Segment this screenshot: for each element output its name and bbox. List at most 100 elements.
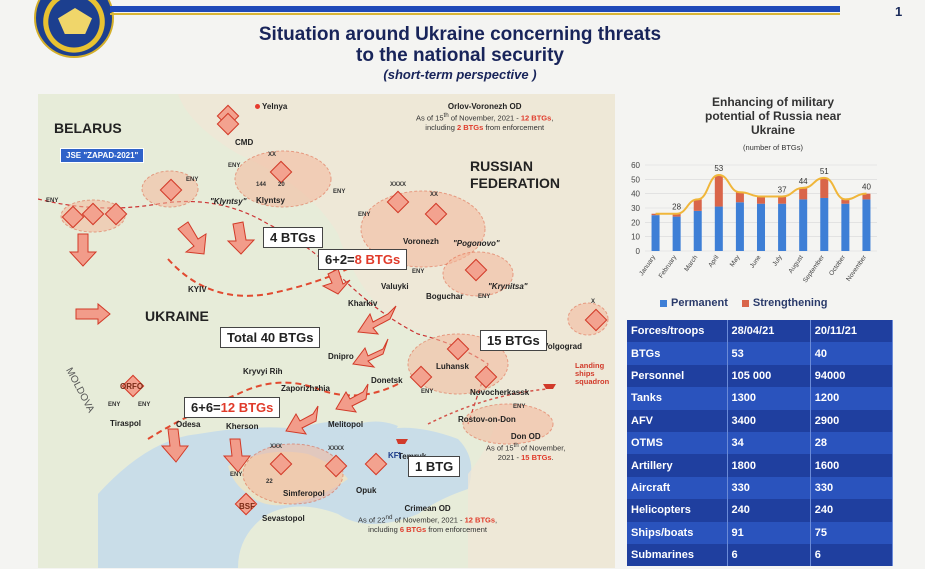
btg-box-8: 6+2=8 BTGs [318,249,408,270]
city-kyiv: KYIV [188,285,207,294]
table-header-row: Forces/troops 28/04/21 20/11/21 [627,320,894,343]
chart-title-1: Enhancing of military [711,95,834,109]
bar-permanent [778,203,787,251]
bar-permanent [714,206,723,251]
label-belarus: BELARUS [54,120,122,136]
legend-permanent: Permanent [660,297,728,309]
note-orlov-l1: As of 15th of November, 2021 - 12 BTGs, [416,112,554,123]
city-kherson: Kherson [226,422,259,431]
bar-strengthening [778,196,787,204]
azov-sea [338,421,398,446]
bar-permanent [799,199,808,251]
bar-permanent [672,216,681,251]
city-valuyki: Valuyki [381,282,409,291]
city-melitopol: Melitopol [328,420,364,429]
eny-label: ENY [138,402,151,408]
label-orfo: ORFO [120,382,144,391]
grouping-voronezh [360,190,486,268]
chart-subtitle: (number of BTGs) [742,143,803,152]
x-tick-label: January [638,254,657,278]
front-line-north [167,258,359,297]
city-boguchar: Boguchar [426,292,464,301]
chart-legend: Permanent Strengthening [660,297,827,309]
eny-label: ENY [412,269,425,275]
bar-permanent [841,203,850,251]
y-tick-label: 0 [636,247,641,256]
table-row: Helicopters 240 240 [627,499,894,522]
table-cell: 6 [810,543,894,567]
x-tick-label: June [749,254,763,270]
label-russia: RUSSIAN FEDERATION [470,158,560,192]
table-cell: 28 [810,431,894,455]
ship-icon [543,384,556,389]
title-line-2: to the national security [356,45,564,66]
table-row: AFV 3400 2900 [627,409,894,432]
arrow-4 [321,268,351,295]
y-tick-label: 20 [631,218,640,227]
city-novocherkassk: Novocherkassk [470,388,530,397]
table-cell: 330 [810,476,894,500]
naval-route [427,388,549,425]
arrow-8 [285,405,319,435]
data-label: 51 [820,167,829,176]
table-cell: 1200 [810,387,894,410]
x-tick-label: February [658,254,679,280]
unit-text-xxx: XXX [270,444,283,450]
city-odesa: Odesa [176,420,201,429]
table-cell: Ships/boats [627,521,728,544]
chart-title: Enhancing of military potential of Russi… [648,95,898,137]
eny-label: ENY [228,163,241,169]
arrow-11 [75,302,111,326]
table-cell: 1800 [727,454,811,477]
label-ukraine: UKRAINE [145,308,209,324]
title-line-1: Situation around Ukraine concerning thre… [258,24,662,45]
y-tick-label: 10 [631,233,640,242]
btg-box-4: 4 BTGs [263,227,323,248]
table-cell: Tanks [627,387,728,410]
table-cell: 240 [810,499,894,522]
city-krynitsa: "Krynitsa" [488,282,528,291]
city-donetsk: Donetsk [371,376,403,385]
data-label: 40 [862,183,871,192]
bar-permanent [756,203,766,251]
bar-permanent [651,215,660,251]
table-cell: 2900 [810,409,894,432]
city-yelnya: Yelnya [255,102,287,111]
bar-permanent [735,202,744,251]
bar-strengthening [841,199,850,204]
note-crimean-l2: including 6 BTGs from enforcement [368,524,487,534]
legend-strengthening: Strengthening [741,297,827,309]
x-tick-label: March [683,254,699,273]
page-number: 1 [895,4,903,19]
table-cell: AFV [627,409,728,432]
landing-ships-label: Landing ships squadron [575,361,610,386]
total-trend-line [655,174,867,215]
table-cell: 1300 [727,387,811,410]
city-luhansk: Luhansk [436,362,469,371]
table-cell: 1600 [810,454,894,477]
table-cell: 91 [727,521,811,544]
legend-swatch-permanent [660,299,667,307]
situation-map: BELARUS RUSSIAN FEDERATION UKRAINE MOLDO… [38,94,615,568]
x-tick-label: November [845,253,868,282]
city-klyntsy-q: "Klyntsy" [210,197,247,206]
eny-label: ENY [421,389,434,395]
table-cell: 75 [810,521,894,544]
table-cell: 240 [727,499,811,522]
note-orlov-head: Orlov-Voronezh OD [447,102,522,111]
eny-label: ENY [358,212,371,218]
label-bsf: BSF [239,502,255,511]
label-kfi: KFI [388,451,401,460]
data-label: 44 [799,177,808,186]
city-sevastopol: Sevastopol [262,514,305,523]
data-label: 28 [672,203,681,212]
note-orlov-l2: including 2 BTGs from enforcement [425,122,545,132]
city-volgograd: Volgograd [543,342,582,351]
unit-text-xx-2: XX [430,192,439,198]
unit-text-20: 20 [278,182,285,188]
table-cell: 94000 [810,364,894,388]
header-stripe-gold [110,13,840,15]
btg-box-total: Total 40 BTGs [220,327,321,348]
table-cell: 3400 [727,409,811,432]
x-tick-label: August [787,254,804,275]
